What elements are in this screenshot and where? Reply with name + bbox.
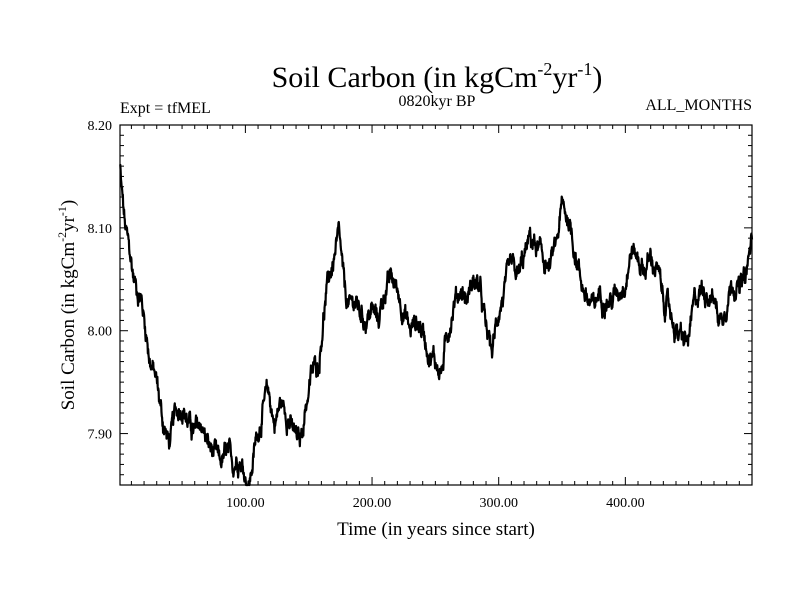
y-tick-label: 8.20 xyxy=(88,119,113,134)
subtitle-right: ALL_MONTHS xyxy=(645,97,752,114)
tick-labels: 100.00 200.00 300.00 400.00 7.90 8.00 8.10 8.20 xyxy=(88,119,645,511)
y-tick-label: 8.10 xyxy=(88,222,113,237)
x-tick-label: 100.00 xyxy=(226,496,265,511)
subtitle-center: 0820kyr BP xyxy=(399,93,476,110)
y-tick-label: 7.90 xyxy=(88,428,113,443)
x-tick-label: 400.00 xyxy=(606,496,645,511)
subtitle-left: Expt = tfMEL xyxy=(120,100,211,117)
axis-ticks xyxy=(120,124,752,486)
plot-frame xyxy=(119,124,753,486)
y-tick-label: 8.00 xyxy=(88,325,113,340)
x-tick-label: 200.00 xyxy=(353,496,392,511)
x-axis-label: Time (in years since start) xyxy=(337,519,535,540)
chart-title: Soil Carbon (in kgCm-2yr-1) xyxy=(272,59,603,94)
y-axis-label: Soil Carbon (in kgCm-2yr-1) xyxy=(55,200,79,411)
series-line-soil-carbon xyxy=(119,163,754,487)
x-tick-label: 300.00 xyxy=(479,496,518,511)
